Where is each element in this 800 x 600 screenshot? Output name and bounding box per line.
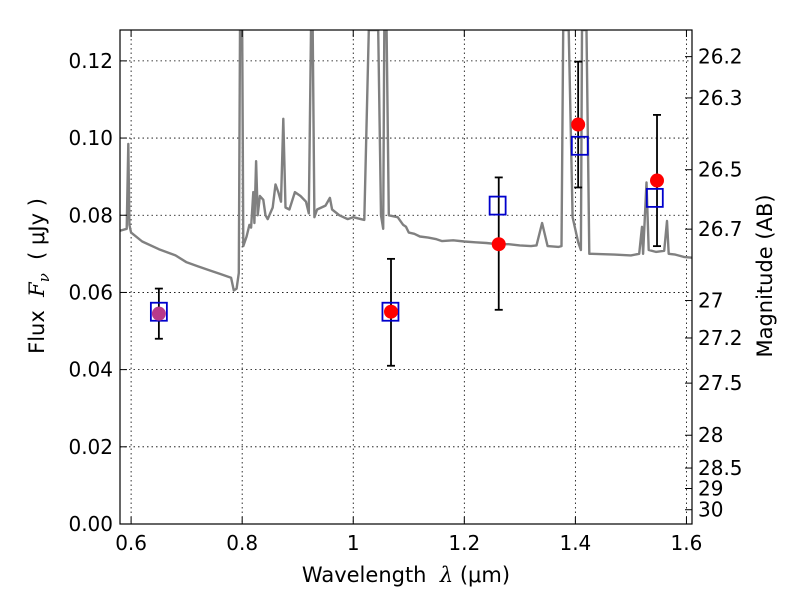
y-axis-label: Flux Fν ( μJy ) — [25, 198, 53, 354]
x-axis-label: Wavelength λ (μm) — [302, 563, 510, 587]
y-tick-label: 0.06 — [68, 280, 113, 304]
model-spectrum — [120, 30, 692, 292]
magnitude-tick-label: 26.5 — [698, 158, 743, 182]
magnitude-tick-label: 27.2 — [698, 326, 743, 350]
x-tick-label: 1 — [347, 531, 360, 555]
magnitude-tick-label: 26.3 — [698, 86, 743, 110]
x-tick-labels: 0.6 0.8 1 1.2 1.4 1.6 — [115, 531, 702, 555]
circle-marker — [571, 117, 586, 132]
magnitude-axis-label: Magnitude (AB) — [753, 194, 777, 357]
magnitude-tick-label: 30 — [698, 498, 723, 522]
spectrum-line — [120, 30, 692, 292]
axis-ticks — [120, 30, 692, 525]
observed-photometry-points — [151, 117, 665, 321]
model-photometry-points — [149, 135, 664, 322]
y-tick-label: 0.10 — [68, 126, 113, 150]
y-tick-label: 0.08 — [68, 203, 113, 227]
magnitude-tick-label: 27.5 — [698, 371, 743, 395]
magnitude-tick-label: 28 — [698, 423, 723, 447]
square-marker — [149, 301, 168, 322]
square-marker — [488, 195, 507, 216]
y-tick-label: 0.00 — [68, 512, 113, 536]
x-tick-label: 1.2 — [448, 531, 480, 555]
y-tick-label: 0.02 — [68, 435, 113, 459]
square-marker — [645, 187, 664, 208]
magnitude-tick-label: 27 — [698, 289, 723, 313]
grid-lines — [120, 30, 692, 525]
magnitude-tick-label: 26.7 — [698, 217, 743, 241]
magnitude-tick-label: 26.2 — [698, 45, 743, 69]
circle-marker — [491, 237, 506, 252]
square-marker — [570, 135, 589, 156]
x-tick-label: 0.6 — [115, 531, 147, 555]
error-bars — [154, 60, 662, 367]
plot-frame — [119, 29, 693, 525]
x-tick-label: 1.4 — [559, 531, 591, 555]
magnitude-tick-label: 28.5 — [698, 456, 743, 480]
circle-marker — [384, 304, 399, 319]
magnitude-tick-label: 29 — [698, 476, 723, 500]
x-tick-label: 1.6 — [671, 531, 703, 555]
circle-marker — [650, 173, 665, 188]
x-tick-label: 0.8 — [226, 531, 258, 555]
circle-marker — [151, 306, 166, 321]
y-tick-labels: 0.00 0.02 0.04 0.06 0.08 0.10 0.12 — [68, 49, 113, 536]
square-marker — [381, 301, 400, 322]
y-tick-label: 0.12 — [68, 49, 113, 73]
y-tick-label: 0.04 — [68, 358, 113, 382]
